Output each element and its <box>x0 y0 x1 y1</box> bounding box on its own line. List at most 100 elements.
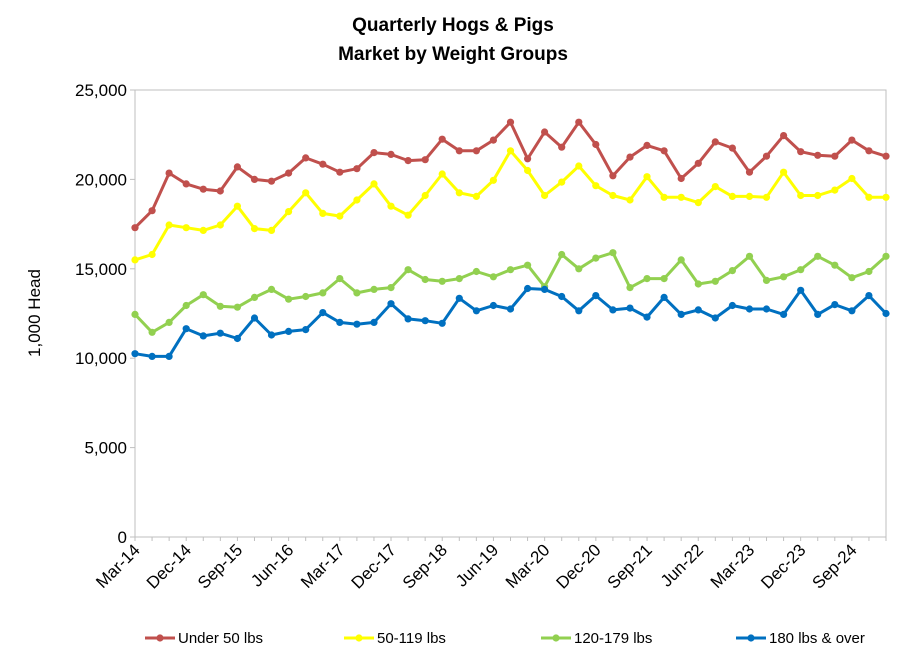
data-point <box>626 304 634 312</box>
data-point <box>677 174 685 183</box>
series-group <box>131 118 890 360</box>
data-point <box>660 147 668 155</box>
legend-item: 120-179 lbs <box>541 630 652 647</box>
x-tick-label: Sep-24 <box>808 540 860 592</box>
data-point <box>780 132 788 140</box>
data-point <box>353 196 361 204</box>
data-point <box>267 331 276 339</box>
y-tick-label: 10,000 <box>75 349 127 368</box>
data-point <box>797 191 805 200</box>
data-point <box>353 289 361 297</box>
data-point <box>387 300 395 308</box>
data-point <box>711 277 719 285</box>
data-point <box>814 252 822 260</box>
data-point <box>319 160 327 168</box>
legend-swatch-marker <box>355 634 363 642</box>
y-tick-label: 15,000 <box>75 260 127 279</box>
y-axis-title: 1,000 Head <box>25 269 44 357</box>
data-point <box>728 267 737 275</box>
data-point <box>626 284 634 292</box>
data-point <box>421 317 429 325</box>
data-point <box>404 266 412 274</box>
data-point <box>558 292 566 301</box>
data-point <box>182 180 190 188</box>
y-tick-label: 5,000 <box>84 439 127 458</box>
data-point <box>592 292 600 300</box>
data-point <box>148 207 156 215</box>
data-point <box>165 169 173 177</box>
legend-swatch-marker <box>552 634 560 642</box>
data-point <box>267 285 276 293</box>
data-point <box>233 303 241 311</box>
data-point <box>421 191 429 200</box>
data-point <box>131 224 139 232</box>
data-point <box>762 152 771 160</box>
data-point <box>643 313 651 321</box>
data-point <box>233 334 241 343</box>
data-point <box>814 191 822 200</box>
data-point <box>882 152 890 160</box>
data-point <box>831 301 839 309</box>
data-point <box>336 212 344 220</box>
data-point <box>250 293 259 301</box>
data-point <box>285 169 293 177</box>
data-point <box>677 310 685 318</box>
data-point <box>438 170 446 178</box>
chart-subtitle: Market by Weight Groups <box>338 44 568 65</box>
data-point <box>541 128 549 136</box>
data-point <box>643 141 651 149</box>
legend-item: 180 lbs & over <box>736 630 865 647</box>
data-point <box>524 261 532 269</box>
data-point <box>609 306 617 314</box>
data-point <box>762 193 771 201</box>
data-point <box>728 301 737 310</box>
series-4 <box>131 284 890 360</box>
data-point <box>558 178 566 186</box>
data-point <box>711 183 719 191</box>
legend: Under 50 lbs 50-119 lbs 120-179 lbs 180 lbs… <box>145 630 865 647</box>
data-point <box>131 310 139 318</box>
legend-label: 180 lbs & over <box>769 630 865 647</box>
data-point <box>814 310 822 318</box>
chart-title: Quarterly Hogs & Pigs <box>352 15 554 36</box>
series-1 <box>131 118 890 232</box>
legend-swatch-marker <box>747 634 755 642</box>
data-point <box>728 144 737 152</box>
data-point <box>541 191 549 200</box>
data-point <box>882 252 890 260</box>
x-tick-label: Mar-20 <box>502 540 554 592</box>
data-point <box>370 285 378 293</box>
legend-label: 50-119 lbs <box>377 630 446 647</box>
data-point <box>677 256 685 264</box>
data-point <box>165 352 173 360</box>
x-tick-label: Sep-15 <box>194 540 246 592</box>
series-line <box>134 149 886 262</box>
data-point <box>694 199 702 207</box>
data-point <box>302 154 310 162</box>
x-axis-ticks: Mar-14 Dec-14 Sep-15 Jun-16 Mar-17 Dec-17 Sep-… <box>92 537 887 593</box>
x-tick-label: Mar-23 <box>707 540 759 592</box>
data-point <box>455 189 463 197</box>
data-point <box>592 182 600 190</box>
data-point <box>216 187 224 195</box>
data-point <box>489 301 497 310</box>
data-point <box>780 273 788 281</box>
data-point <box>660 275 668 283</box>
data-point <box>506 118 515 126</box>
data-point <box>285 208 293 216</box>
data-point <box>643 275 651 283</box>
data-point <box>421 275 429 284</box>
data-point <box>302 292 310 301</box>
data-point <box>489 273 497 281</box>
data-point <box>524 155 532 163</box>
y-tick-label: 20,000 <box>75 170 127 189</box>
data-point <box>404 211 412 219</box>
data-point <box>797 266 805 274</box>
data-point <box>387 150 395 158</box>
data-point <box>489 136 497 144</box>
legend-label: Under 50 lbs <box>178 630 263 647</box>
data-point <box>455 275 463 283</box>
data-point <box>404 315 412 323</box>
data-point <box>370 318 378 326</box>
